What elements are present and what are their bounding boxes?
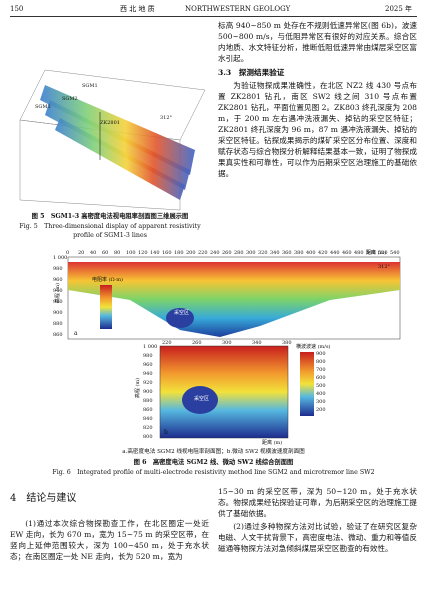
x-tick-label: 300	[246, 250, 256, 256]
y-tick-label: 960	[143, 362, 153, 368]
x-tick-label: 400	[306, 250, 316, 256]
paragraph: 15~30 m 的采空区带，深为 50~120 m，处于充水状态。物探成果经钻探…	[218, 487, 417, 518]
y-tick-label: 820	[143, 425, 153, 431]
y-tick-label: 1 000	[53, 255, 68, 261]
x-tick-label: 520	[378, 250, 388, 256]
y-tick-label: 980	[53, 266, 63, 272]
section-heading: 3.3 探测结果验证	[218, 68, 285, 77]
x-tick-label: 340	[270, 250, 280, 256]
x-tick-label: 440	[330, 250, 340, 256]
panel-label: b	[164, 429, 168, 436]
fig5-label: SGM2	[62, 96, 78, 102]
x-tick-label: 260	[222, 250, 232, 256]
paragraph: (1)通过本次综合物探勘查工作，在北区圈定一处近 EW 走向，长为 670 m，…	[10, 519, 209, 561]
x-tick-label: 300	[222, 340, 232, 346]
y-tick-label: 940	[143, 371, 153, 377]
fig5-label: SGM1	[82, 83, 98, 89]
y-tick-label: 920	[53, 299, 63, 305]
journal-en: NORTHWESTERN GEOLOGY	[185, 5, 291, 13]
y-tick-label: 860	[143, 407, 153, 413]
fig5-label: 312°	[160, 115, 173, 121]
header-rule	[10, 16, 417, 17]
x-tick-label: 340	[252, 340, 262, 346]
legend-label: 700	[316, 367, 326, 373]
x-tick-label: 0	[66, 250, 70, 256]
y-tick-label: 940	[53, 288, 63, 294]
legend-label: 800	[316, 359, 326, 365]
legend-title: 电阻率 (Ω·m)	[92, 277, 123, 283]
x-tick-label: 20	[78, 250, 85, 256]
x-tick-label: 480	[354, 250, 364, 256]
fig5-label: SGM3	[35, 104, 51, 110]
page-number: 150	[10, 5, 24, 13]
x-tick-label: 120	[138, 250, 148, 256]
x-tick-label: 240	[210, 250, 220, 256]
annotation: 采空区	[194, 396, 210, 402]
figure6a-drawing	[67, 256, 401, 340]
x-tick-label: 460	[342, 250, 352, 256]
y-tick-label: 1 000	[143, 344, 158, 350]
annotation: 采空区	[174, 310, 190, 316]
axis-label: 距离 (m)	[366, 250, 387, 256]
y-tick-label: 980	[143, 353, 153, 359]
y-tick-label: 840	[143, 416, 153, 422]
x-tick-label: 140	[150, 250, 160, 256]
x-tick-label: 180	[174, 250, 184, 256]
annotation: 312°	[378, 264, 391, 270]
y-tick-label: 860	[53, 332, 63, 338]
x-tick-label: 100	[126, 250, 136, 256]
x-tick-label: 200	[186, 250, 196, 256]
caption: 图 5 SGM1-3 高密度电法视电阻率剖面图三维展示图	[31, 213, 189, 220]
paragraph: (2)通过多种物探方法对比试验，验证了在研究区复杂电磁、人文干扰背景下，高密度电…	[218, 522, 417, 553]
x-tick-label: 500	[366, 250, 376, 256]
legend-label: 900	[316, 351, 326, 357]
legend-label: 600	[316, 375, 326, 381]
caption: Fig. 5 Three-dimensional display of appa…	[19, 223, 201, 239]
fig5-label: ZK2801	[100, 120, 120, 126]
x-tick-label: 160	[162, 250, 172, 256]
y-tick-label: 800	[143, 434, 153, 440]
x-tick-label: 320	[258, 250, 268, 256]
section-heading: 4 结论与建议	[10, 493, 77, 504]
y-tick-label: 920	[143, 380, 153, 386]
x-tick-label: 220	[198, 250, 208, 256]
year: 2025 年	[385, 5, 413, 13]
caption: 图 6 高密度电法 SGM2 线、微动 SW2 线综合剖面图	[133, 459, 294, 466]
y-tick-label: 960	[53, 277, 63, 283]
x-tick-label: 40	[90, 250, 97, 256]
panel-label: a	[74, 330, 78, 337]
legend-label: 500	[316, 383, 326, 389]
legend-title: 横波波速 (m/s)	[296, 344, 331, 350]
y-tick-label: 900	[53, 310, 63, 316]
legend-label: 200	[316, 407, 326, 413]
axis-label: 距离 (m)	[262, 440, 283, 446]
legend-label: 400	[316, 391, 326, 397]
x-tick-label: 540	[390, 250, 400, 256]
caption: Fig. 6 Integrated profile of multi-elect…	[52, 469, 375, 476]
x-tick-label: 380	[282, 340, 292, 346]
x-tick-label: 280	[234, 250, 244, 256]
figure5-drawing	[19, 69, 206, 211]
axis-label: 高程 (m)	[55, 282, 62, 304]
x-tick-label: 80	[114, 250, 121, 256]
paragraph: 标高 940~850 m 处存在不规则低速异常区(图 6b)，波速 500~80…	[218, 21, 417, 63]
y-tick-label: 900	[143, 389, 153, 395]
journal-cn: 西 北 地 质	[120, 5, 155, 13]
x-tick-label: 220	[162, 340, 172, 346]
paragraph: 为验证物探成果准确性，在北区 NZ2 线 430 号点布置 ZK2801 钻孔，…	[218, 81, 417, 178]
y-tick-label: 880	[53, 321, 63, 327]
legend-label: 300	[316, 399, 326, 405]
x-tick-label: 420	[318, 250, 328, 256]
subcaption: a.高密度电法 SGM2 线视电阻率剖面图；b.微动 SW2 视横波速度剖面图	[122, 449, 305, 455]
figure6b-drawing	[159, 345, 314, 439]
y-tick-label: 880	[143, 398, 153, 404]
x-tick-label: 60	[102, 250, 109, 256]
axis-label: 高程 (m)	[135, 377, 142, 399]
x-tick-label: 260	[192, 340, 202, 346]
x-tick-label: 380	[294, 250, 304, 256]
x-tick-label: 360	[282, 250, 292, 256]
